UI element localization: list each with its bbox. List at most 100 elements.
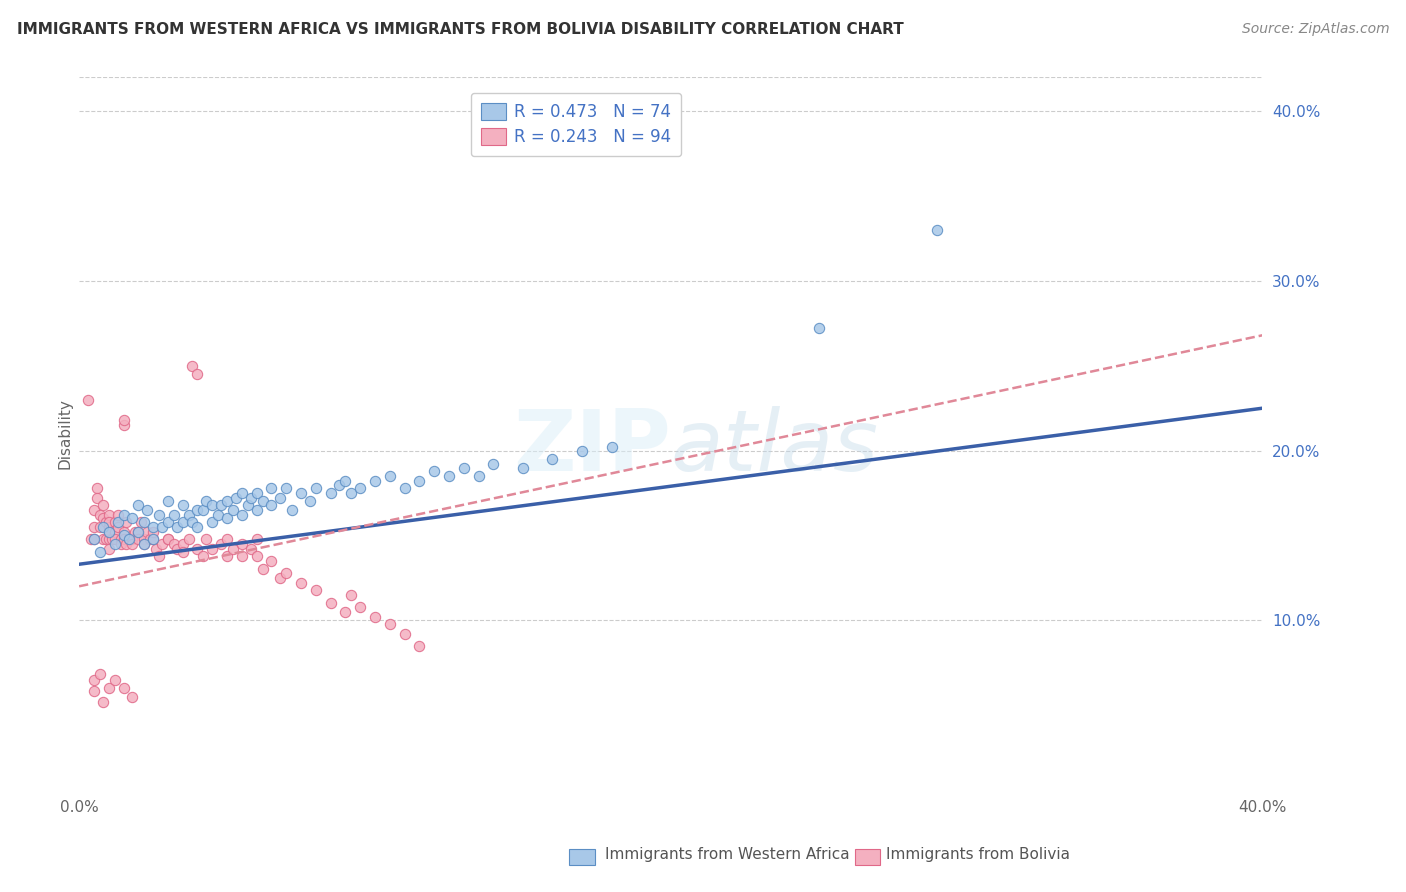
Point <box>319 486 342 500</box>
Point <box>77 392 100 407</box>
Point <box>807 321 830 335</box>
Point <box>201 515 224 529</box>
Point <box>571 443 593 458</box>
Point <box>104 673 127 687</box>
Point <box>541 452 564 467</box>
Point <box>127 498 149 512</box>
Point <box>209 537 232 551</box>
Point <box>134 537 156 551</box>
Legend: R = 0.473   N = 74, R = 0.243   N = 94: R = 0.473 N = 74, R = 0.243 N = 94 <box>471 93 682 156</box>
Point <box>110 537 132 551</box>
Point <box>276 566 298 580</box>
Text: Immigrants from Bolivia: Immigrants from Bolivia <box>886 847 1070 862</box>
Point <box>260 554 283 568</box>
Point <box>246 503 269 517</box>
Point <box>97 508 120 522</box>
Point <box>215 532 238 546</box>
Point <box>80 532 103 546</box>
Point <box>172 515 194 529</box>
Point <box>246 549 269 563</box>
Point <box>239 491 262 505</box>
Point <box>260 481 283 495</box>
Point <box>142 520 165 534</box>
Point <box>364 474 387 488</box>
Point <box>83 532 105 546</box>
Point <box>112 532 135 546</box>
Point <box>127 524 149 539</box>
Point <box>193 503 215 517</box>
Point <box>142 532 165 546</box>
Point <box>281 503 304 517</box>
Point <box>94 532 117 546</box>
Point <box>142 532 165 546</box>
Point <box>340 588 363 602</box>
Point <box>252 562 274 576</box>
Point <box>86 491 108 505</box>
Point <box>134 532 156 546</box>
Point <box>207 508 229 522</box>
Point <box>378 616 401 631</box>
Point <box>453 460 475 475</box>
Point <box>124 524 146 539</box>
Y-axis label: Disability: Disability <box>58 398 72 469</box>
Point <box>91 520 114 534</box>
Point <box>91 511 114 525</box>
Point <box>104 537 127 551</box>
Point <box>145 541 167 556</box>
Point <box>163 508 186 522</box>
Point <box>142 524 165 539</box>
Point <box>201 498 224 512</box>
Point <box>107 515 129 529</box>
Point <box>112 508 135 522</box>
Point <box>177 508 200 522</box>
Point <box>121 532 143 546</box>
Point <box>349 481 371 495</box>
Point <box>112 418 135 433</box>
Point <box>246 486 269 500</box>
Point <box>127 524 149 539</box>
Point <box>97 681 120 695</box>
Point <box>136 503 159 517</box>
Point <box>394 481 416 495</box>
Text: ZIP: ZIP <box>513 407 671 490</box>
Point <box>83 520 105 534</box>
Point <box>150 520 173 534</box>
Point <box>193 549 215 563</box>
Point <box>112 528 135 542</box>
Point <box>134 515 156 529</box>
Point <box>91 532 114 546</box>
Point <box>177 532 200 546</box>
Text: IMMIGRANTS FROM WESTERN AFRICA VS IMMIGRANTS FROM BOLIVIA DISABILITY CORRELATION: IMMIGRANTS FROM WESTERN AFRICA VS IMMIGR… <box>17 22 904 37</box>
Point <box>91 695 114 709</box>
Point <box>115 537 138 551</box>
Point <box>172 545 194 559</box>
Point <box>94 515 117 529</box>
Point <box>408 474 430 488</box>
Point <box>290 575 312 590</box>
Point <box>136 524 159 539</box>
Point <box>121 511 143 525</box>
Point <box>156 532 179 546</box>
Point <box>252 494 274 508</box>
Point <box>231 537 253 551</box>
Point <box>328 477 350 491</box>
Point <box>231 508 253 522</box>
Point <box>201 541 224 556</box>
Point <box>186 541 208 556</box>
Point <box>394 627 416 641</box>
Point <box>305 582 328 597</box>
Point <box>112 413 135 427</box>
Point <box>97 524 120 539</box>
Point <box>115 515 138 529</box>
Point <box>97 541 120 556</box>
Point <box>186 368 208 382</box>
Point <box>319 596 342 610</box>
Point <box>925 223 948 237</box>
Point <box>335 474 357 488</box>
Point <box>118 532 141 546</box>
Point <box>89 545 111 559</box>
Point <box>97 515 120 529</box>
Point <box>269 571 291 585</box>
Point <box>231 549 253 563</box>
Point <box>104 532 127 546</box>
